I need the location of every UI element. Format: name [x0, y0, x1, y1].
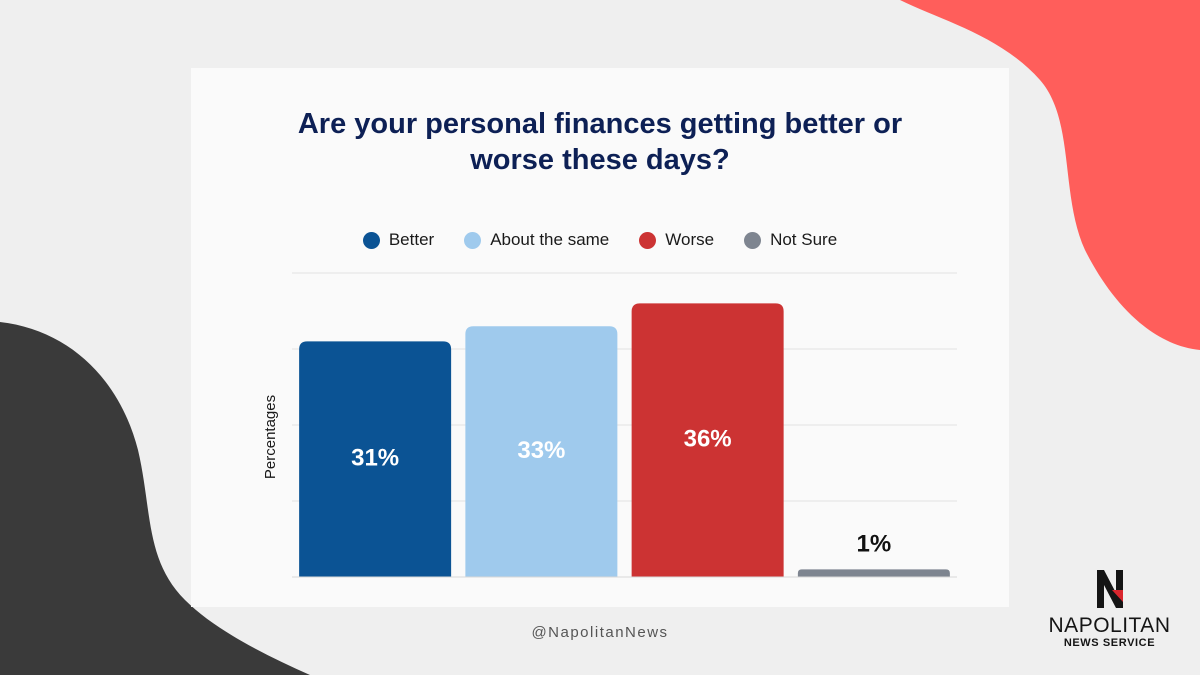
chart-title: Are your personal finances getting bette…	[191, 106, 1009, 178]
legend-label: Worse	[665, 230, 715, 249]
logo-subtitle: NEWS SERVICE	[1063, 637, 1156, 649]
napolitan-n-icon	[1096, 570, 1123, 608]
bar-worse	[631, 303, 784, 577]
bar-not-sure	[797, 569, 950, 577]
bar-chart: Percentages 31% 33% 36% 1%	[262, 272, 957, 578]
chart-card: Are your personal finances getting bette…	[191, 68, 1009, 607]
legend-swatch	[744, 231, 762, 249]
y-axis-label: Percentages	[262, 395, 279, 479]
dark-blob	[0, 322, 310, 675]
bar-about-the-same	[465, 326, 618, 577]
legend-label: Better	[388, 230, 435, 249]
legend-item: Worse	[639, 230, 714, 250]
legend-label: About the same	[490, 230, 610, 249]
social-handle: @NapolitanNews	[531, 624, 669, 641]
legend-label: Not Sure	[770, 230, 838, 249]
legend-swatch	[362, 231, 380, 249]
bar-better	[299, 341, 452, 577]
legend-swatch	[464, 231, 482, 249]
data-label: 1%	[857, 531, 892, 558]
data-label: 33%	[517, 437, 565, 464]
chart-legend: Better About the same Worse Not Sure	[191, 230, 1009, 250]
legend-item: About the same	[464, 230, 609, 250]
napolitan-logo: NAPOLITAN NEWS SERVICE	[1047, 568, 1172, 649]
data-label: 36%	[684, 426, 732, 453]
chart-title-line: Are your personal finances getting bette…	[297, 108, 903, 140]
legend-swatch	[639, 231, 657, 249]
data-label: 31%	[351, 445, 399, 472]
coral-blob	[900, 0, 1200, 350]
chart-title-line: worse these days?	[470, 144, 730, 176]
legend-item: Not Sure	[744, 230, 837, 250]
logo-name: NAPOLITAN	[1048, 614, 1171, 637]
legend-item: Better	[362, 230, 435, 250]
